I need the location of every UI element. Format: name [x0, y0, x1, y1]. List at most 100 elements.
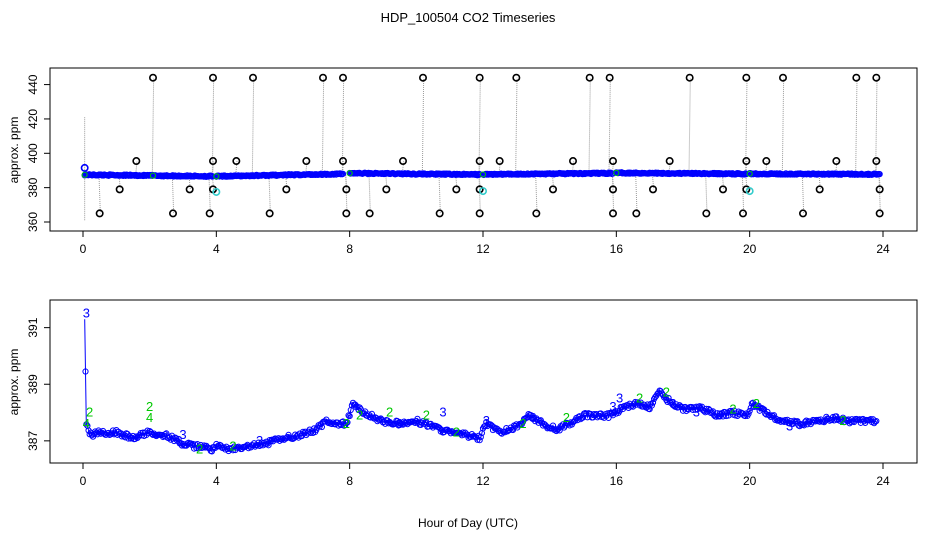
- outlier-point: [778, 73, 787, 82]
- point-label: 2: [229, 439, 236, 454]
- outlier-connector: [438, 174, 441, 214]
- cyan-point: [478, 187, 487, 196]
- outlier-point: [342, 209, 351, 218]
- series-point: [873, 417, 880, 425]
- y-tick-label: 360: [26, 212, 40, 232]
- series-point: [678, 403, 685, 411]
- bottom-data-points: [82, 368, 880, 455]
- x-tick-label: 0: [80, 474, 87, 488]
- baseline-point: [339, 170, 347, 177]
- outlier-point: [475, 209, 484, 218]
- outlier-connector: [588, 77, 591, 174]
- baseline-point-green: [81, 171, 88, 178]
- point-label: 3: [396, 416, 403, 431]
- series-point: [346, 412, 353, 420]
- outlier-point: [365, 209, 374, 218]
- outlier-point: [149, 73, 158, 82]
- baseline-point-green: [479, 171, 487, 178]
- outlier-point: [382, 185, 391, 194]
- outlier-point: [832, 157, 841, 166]
- outlier-connector: [368, 173, 371, 214]
- series-point: [813, 416, 820, 424]
- chart-title: HDP_100504 CO2 Timeseries: [381, 10, 556, 25]
- point-label: 4: [146, 410, 153, 425]
- outlier-point: [568, 157, 577, 166]
- outlier-point: [875, 209, 884, 218]
- series-point: [867, 415, 874, 423]
- point-label: 2: [839, 413, 846, 428]
- outlier-point: [548, 185, 557, 194]
- point-label: 3: [693, 405, 700, 420]
- outlier-connector: [208, 176, 211, 214]
- point-label: 3: [716, 407, 723, 422]
- series-point: [476, 437, 483, 444]
- outlier-point: [95, 209, 104, 218]
- bottom-y-axis-label: approx. ppm: [7, 349, 21, 416]
- outlier-connector: [875, 77, 878, 175]
- point-label: 2: [146, 399, 153, 414]
- outlier-point: [265, 209, 274, 218]
- outlier-point: [249, 73, 258, 82]
- outlier-point: [605, 73, 614, 82]
- x-tick-label: 24: [876, 242, 890, 256]
- series-point: [811, 417, 818, 424]
- outlier-point: [205, 209, 214, 218]
- series-point: [649, 399, 657, 406]
- series-point: [178, 442, 185, 449]
- series-point: [692, 406, 699, 413]
- outlier-point: [435, 209, 444, 218]
- point-label: 2: [196, 441, 203, 456]
- x-tick-label: 8: [346, 242, 353, 256]
- x-tick-label: 8: [346, 474, 353, 488]
- cyan-point: [212, 187, 221, 196]
- outlier-point: [702, 209, 711, 218]
- point-label: 3: [529, 410, 536, 425]
- outlier-connector: [801, 173, 805, 214]
- start-point: [80, 163, 89, 172]
- y-tick-label: 380: [26, 177, 40, 197]
- outlier-connector: [855, 77, 858, 175]
- x-tick-label: 4: [213, 474, 220, 488]
- x-tick-label: 20: [743, 474, 757, 488]
- x-tick-label: 12: [476, 242, 490, 256]
- x-tick-label: 0: [80, 242, 87, 256]
- point-label: 4: [83, 416, 90, 431]
- series-point: [648, 402, 655, 409]
- point-label: 2: [729, 402, 736, 417]
- outlier-point: [282, 185, 291, 194]
- outlier-point: [185, 185, 194, 194]
- outlier-point: [738, 209, 747, 218]
- outlier-connector: [878, 174, 881, 214]
- outlier-connector: [211, 77, 215, 177]
- series-point: [544, 425, 551, 432]
- series-point: [163, 430, 170, 437]
- outlier-connector: [515, 77, 518, 175]
- top-gray-lines: [84, 77, 881, 221]
- x-tick-label: 4: [213, 242, 220, 256]
- point-label: 3: [83, 305, 90, 320]
- cyan-point: [745, 187, 754, 196]
- bottom-x-axis: 0 4 8 12 16 20 24: [80, 462, 890, 488]
- outlier-point: [608, 209, 617, 218]
- baseline-point-green: [149, 172, 157, 179]
- outlier-point: [742, 73, 751, 82]
- top-y-axis: 360 380 400 420 440: [26, 74, 51, 232]
- outlier-connector: [268, 175, 271, 214]
- outlier-point: [512, 73, 521, 82]
- x-axis-label: Hour of Day (UTC): [418, 516, 518, 530]
- outlier-point: [338, 73, 347, 82]
- baseline-point-green: [213, 173, 220, 180]
- series-point: [747, 404, 754, 411]
- outlier-point: [302, 157, 311, 166]
- point-label: 3: [179, 427, 186, 442]
- outlier-point: [762, 157, 771, 166]
- baseline-point: [876, 171, 883, 178]
- y-tick-label: 387: [26, 431, 40, 451]
- outlier-connector: [345, 174, 348, 214]
- series-point: [344, 419, 351, 426]
- x-tick-label: 16: [610, 242, 624, 256]
- point-label: 2: [343, 416, 350, 431]
- series-point: [766, 412, 773, 419]
